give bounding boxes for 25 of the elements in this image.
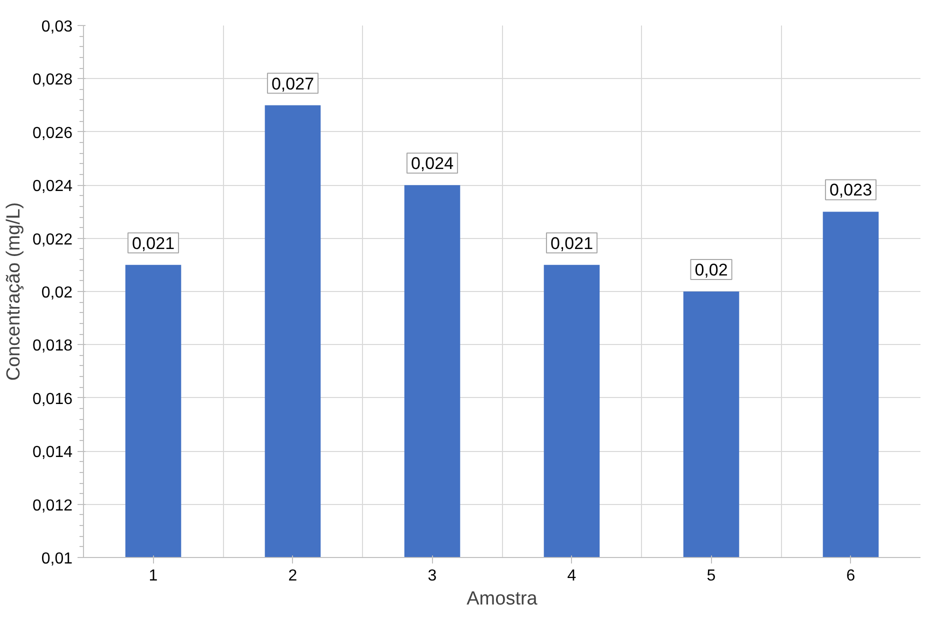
x-axis-title: Amostra (466, 588, 538, 610)
y-tick-label: 0,012 (32, 497, 73, 514)
data-label: 0,027 (271, 74, 314, 94)
y-tick-label: 0,018 (32, 338, 73, 355)
x-tick-label: 1 (148, 568, 158, 584)
x-tick-label: 5 (706, 568, 716, 584)
y-tick-label: 0,026 (32, 124, 73, 142)
y-tick-label: 0,02 (41, 284, 73, 302)
y-tick-label: 0,014 (32, 444, 73, 462)
y-tick-label: 0,03 (41, 18, 73, 36)
data-label: 0,024 (410, 154, 454, 174)
y-tick-label: 0,024 (32, 178, 73, 196)
y-axis-title: Concentração (mg/L) (3, 202, 24, 381)
x-tick-label: 4 (567, 568, 576, 584)
y-tick-label: 0,022 (32, 231, 73, 248)
y-tick-label: 0,016 (32, 390, 73, 408)
data-label: 0,021 (132, 234, 175, 253)
y-tick-label: 0,028 (32, 72, 73, 89)
y-tick-label: 0,01 (41, 550, 73, 568)
data-label: 0,021 (550, 234, 594, 253)
data-label: 0,023 (829, 180, 872, 200)
x-tick-label: 3 (428, 568, 437, 584)
x-tick-label: 6 (846, 568, 856, 584)
data-label: 0,02 (694, 260, 728, 280)
x-tick-label: 2 (288, 568, 298, 584)
